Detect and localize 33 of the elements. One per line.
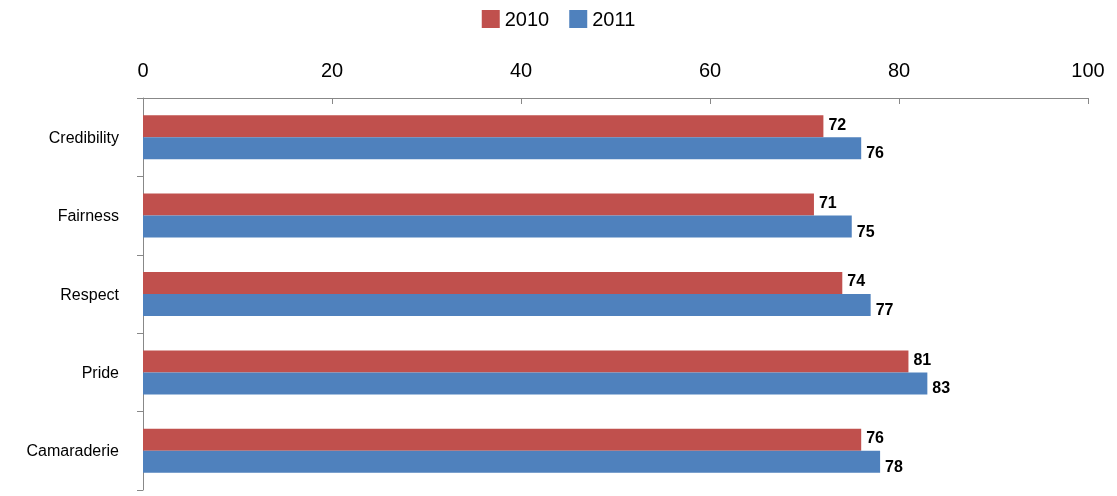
bar bbox=[143, 193, 814, 216]
data-label: 72 bbox=[828, 115, 847, 133]
data-label: 76 bbox=[866, 429, 885, 447]
legend-label: 2011 bbox=[592, 8, 636, 30]
data-label: 71 bbox=[818, 193, 837, 211]
data-label: 75 bbox=[856, 222, 875, 240]
x-tick-label: 80 bbox=[887, 59, 911, 81]
bar bbox=[143, 450, 881, 473]
bar bbox=[143, 215, 852, 238]
data-label: 83 bbox=[932, 379, 951, 397]
x-tick-label: 0 bbox=[137, 59, 149, 81]
data-label: 81 bbox=[913, 350, 932, 368]
y-tick-label: Pride bbox=[81, 363, 120, 381]
x-tick-label: 40 bbox=[509, 59, 533, 81]
bar bbox=[143, 272, 843, 294]
x-tick-label: 100 bbox=[1071, 59, 1105, 81]
y-tick-label: Camaraderie bbox=[26, 442, 120, 460]
x-tick-label: 20 bbox=[320, 59, 344, 81]
x-tick-label: 60 bbox=[698, 59, 722, 81]
data-label: 77 bbox=[875, 300, 894, 318]
y-tick-label: Credibility bbox=[48, 128, 119, 146]
bar bbox=[143, 372, 928, 395]
bar bbox=[143, 294, 871, 316]
data-label: 76 bbox=[866, 144, 885, 162]
data-label: 78 bbox=[885, 457, 903, 475]
data-label: 74 bbox=[847, 272, 866, 290]
bar bbox=[143, 115, 824, 138]
bar bbox=[143, 137, 862, 160]
bar bbox=[143, 428, 862, 451]
bar bbox=[143, 350, 909, 373]
legend-label: 2010 bbox=[504, 8, 550, 30]
y-tick-label: Fairness bbox=[57, 207, 119, 225]
y-tick-label: Respect bbox=[60, 285, 120, 303]
